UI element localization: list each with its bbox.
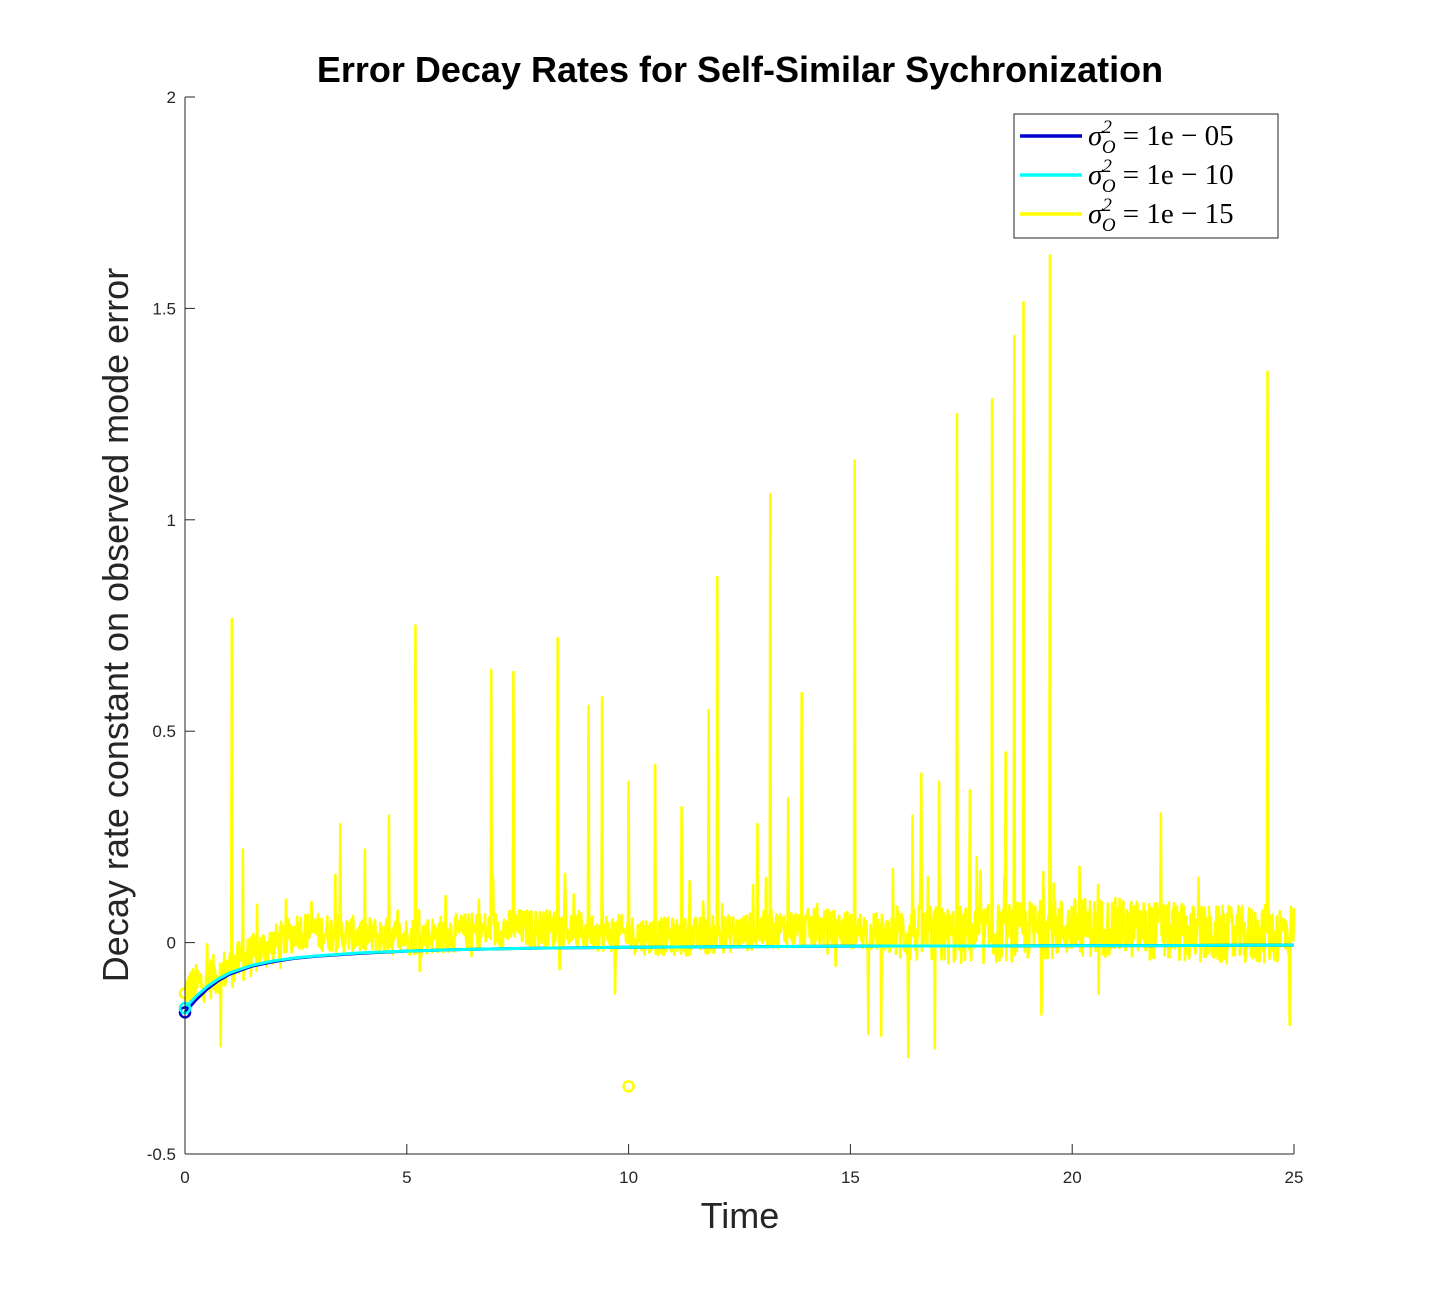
- legend-label: σ2 O = 1e − 10: [1088, 156, 1234, 197]
- legend-sup: 2: [1102, 117, 1112, 138]
- y-tick-label: -0.5: [147, 1145, 176, 1164]
- legend-sup: 2: [1102, 195, 1112, 216]
- x-tick-label: 10: [619, 1168, 638, 1187]
- y-tick-label: 1: [167, 511, 176, 530]
- legend-sigma: σ: [1088, 120, 1104, 152]
- legend-entry: σ2 O = 1e − 10: [1020, 156, 1234, 197]
- chart-title: Error Decay Rates for Self-Similar Sychr…: [317, 49, 1163, 90]
- legend-sub: O: [1102, 176, 1116, 197]
- y-ticks: -0.5 0 0.5 1 1.5 2: [147, 88, 195, 1164]
- legend-entry: σ2 O = 1e − 15: [1020, 195, 1234, 236]
- y-tick-label: 0.5: [152, 722, 176, 741]
- legend-entry: σ2 O = 1e − 05: [1020, 117, 1234, 158]
- x-ticks: 0 5 10 15 20 25: [180, 1144, 1303, 1187]
- series-layer: [183, 254, 1296, 1059]
- legend-sub: O: [1102, 215, 1116, 236]
- x-tick-label: 5: [402, 1168, 411, 1187]
- legend-sub: O: [1102, 137, 1116, 158]
- y-tick-label: 2: [167, 88, 176, 107]
- legend-sigma: σ: [1088, 159, 1104, 191]
- legend-value: = 1e − 15: [1116, 198, 1234, 230]
- legend-label: σ2 O = 1e − 05: [1088, 117, 1234, 158]
- y-tick-label: 0: [167, 934, 176, 953]
- legend-value: = 1e − 05: [1116, 120, 1234, 152]
- legend-sigma: σ: [1088, 198, 1104, 230]
- series-line-1e-10: [183, 943, 1295, 1010]
- legend-label: σ2 O = 1e − 15: [1088, 195, 1234, 236]
- series-line-1e-15: [184, 254, 1296, 1059]
- x-axis-label: Time: [701, 1195, 780, 1236]
- plot-area: 0 5 10 15 20 25 -0.500.511.52: [147, 88, 1304, 1187]
- x-tick-label: 20: [1063, 1168, 1082, 1187]
- x-tick-label: 0: [180, 1168, 189, 1187]
- x-tick-label: 25: [1285, 1168, 1304, 1187]
- marker-1e-15: [622, 1080, 635, 1093]
- x-tick-label: 15: [841, 1168, 860, 1187]
- legend-value: = 1e − 10: [1116, 159, 1234, 191]
- legend-sup: 2: [1102, 156, 1112, 177]
- y-tick-label: 1.5: [152, 299, 176, 318]
- y-axis-label: Decay rate constant on observed mode err…: [95, 268, 136, 982]
- series-line-1e-05: [183, 943, 1295, 1014]
- marker-layer: [178, 987, 635, 1093]
